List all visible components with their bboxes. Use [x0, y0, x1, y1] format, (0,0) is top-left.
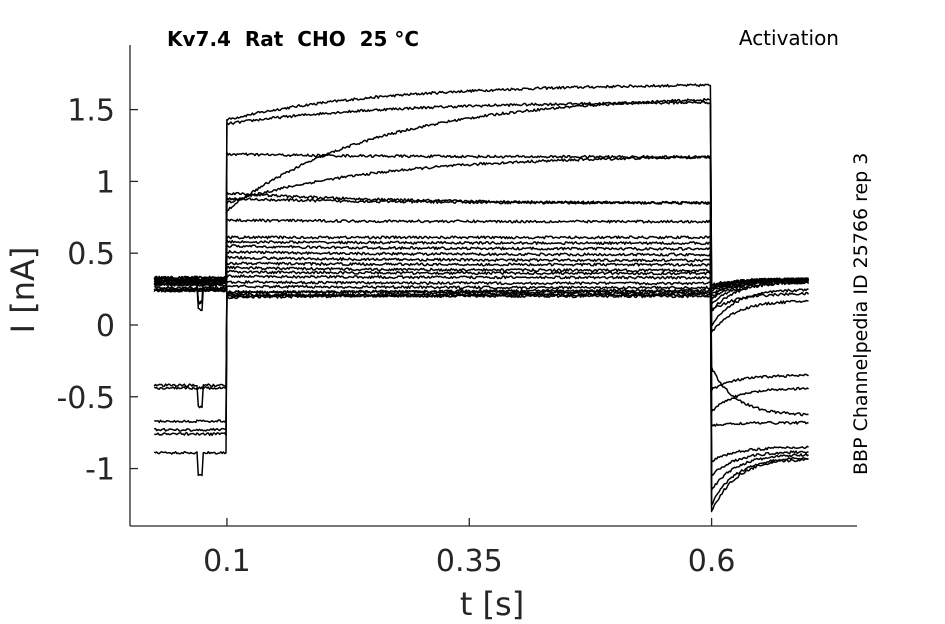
current-trace — [153, 152, 809, 327]
y-tick-label: 0.5 — [67, 237, 115, 272]
current-trace — [154, 277, 809, 437]
y-tick-label: -0.5 — [56, 381, 115, 416]
y-tick-group: -1 -0.5 0 0.5 1 1.5 — [56, 94, 138, 488]
current-trace — [153, 244, 809, 477]
current-trace — [154, 218, 809, 417]
current-trace — [153, 239, 809, 463]
protocol-label: Activation — [738, 26, 839, 50]
x-axis-label: t [s] — [460, 585, 524, 623]
current-trace — [153, 235, 809, 427]
x-tick-label: 0.35 — [436, 544, 503, 579]
x-tick-group: 0.1 0.35 0.6 — [203, 518, 735, 579]
y-axis-label: I [nA] — [4, 247, 42, 334]
current-trace — [153, 97, 810, 312]
chart-title: Kv7.4 Rat CHO 25 °C — [167, 27, 420, 51]
x-tick-label: 0.6 — [688, 544, 736, 579]
y-tick-label: 0 — [96, 309, 115, 344]
current-trace — [153, 197, 810, 413]
x-tick-label: 0.1 — [203, 544, 251, 579]
current-trace — [153, 277, 809, 477]
current-trace — [153, 249, 809, 491]
y-tick-label: -1 — [85, 453, 115, 488]
current-trace — [153, 269, 809, 305]
current-trace — [153, 278, 810, 409]
current-trace — [154, 255, 809, 506]
y-tick-label: 1 — [96, 165, 115, 200]
source-label: BBP Channelpedia ID 25766 rep 3 — [850, 152, 872, 475]
y-tick-label: 1.5 — [67, 94, 115, 129]
current-trace — [153, 278, 810, 298]
current-trace — [154, 261, 809, 513]
current-trace — [153, 274, 809, 301]
current-trace — [153, 100, 809, 289]
current-trace — [153, 265, 810, 312]
current-trace — [153, 83, 809, 287]
trace-group — [153, 83, 810, 513]
